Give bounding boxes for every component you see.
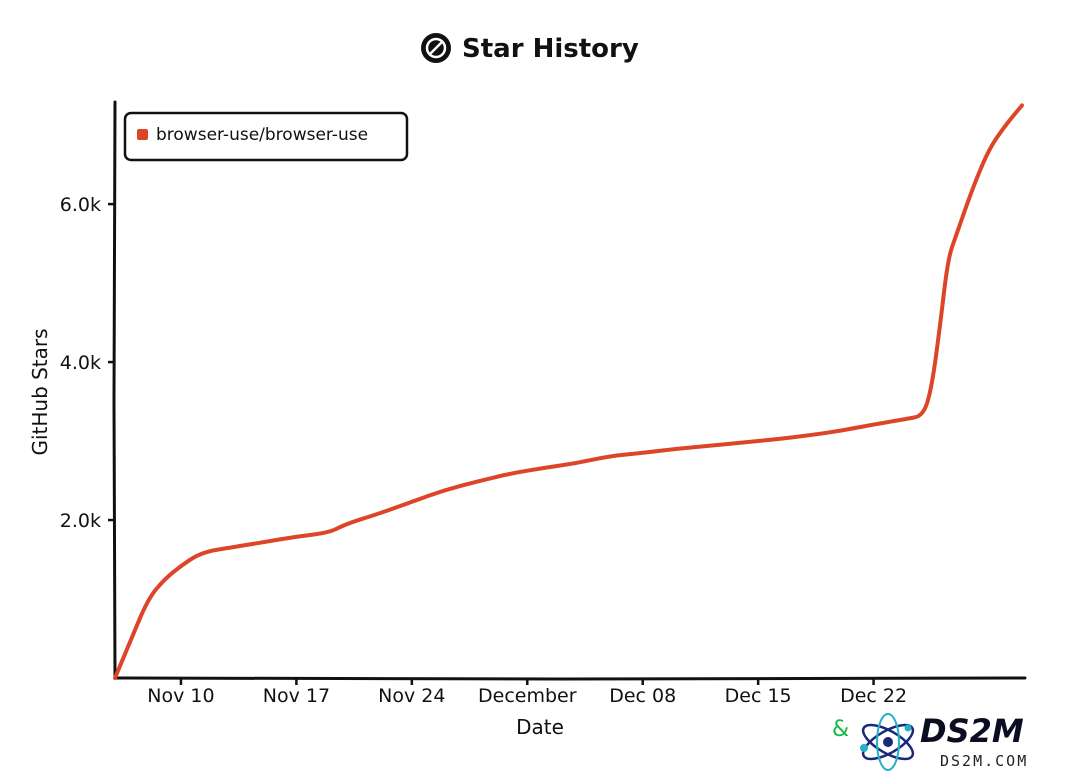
watermark-brand: DS2M: [920, 712, 1024, 750]
x-axis-ticks: Nov 10 Nov 17 Nov 24 December Dec 08 Dec 15 De…: [147, 678, 907, 707]
chart-title-group: Star History: [421, 33, 639, 64]
star-history-logo-icon: [421, 33, 451, 63]
series-layer: [113, 103, 1024, 680]
x-tick-label: Nov 24: [378, 685, 445, 707]
legend: browser-use/browser-use: [123, 111, 409, 162]
chart-title: Star History: [462, 34, 639, 64]
y-tick-label: 6.0k: [60, 194, 101, 216]
y-tick-label: 2.0k: [60, 510, 101, 532]
x-tick-label: Nov 17: [263, 685, 330, 707]
legend-swatch: [137, 129, 148, 140]
watermark-sub: DS2M.COM: [940, 752, 1028, 770]
legend-label: browser-use/browser-use: [156, 125, 368, 145]
x-axis-label: Date: [516, 715, 564, 739]
y-axis-ticks: 2.0k 4.0k 6.0k: [60, 194, 115, 532]
watermark-partial-glyph: &: [832, 717, 849, 742]
x-tick-label: Dec 15: [725, 685, 792, 707]
y-tick-label: 4.0k: [60, 352, 101, 374]
x-tick-label: Nov 10: [147, 685, 214, 707]
x-axis-line: [113, 676, 1027, 681]
x-tick-label: Dec 22: [840, 685, 907, 707]
series-line-0: [113, 103, 1024, 680]
y-axis-line: [112, 100, 117, 680]
watermark: & DS2M DS2M.COM: [832, 712, 1028, 771]
atom-logo-icon: [860, 713, 915, 771]
y-axis-label: GitHub Stars: [28, 328, 52, 455]
legend-box: [123, 111, 409, 162]
x-tick-label: December: [478, 685, 577, 707]
x-tick-label: Dec 08: [609, 685, 676, 707]
